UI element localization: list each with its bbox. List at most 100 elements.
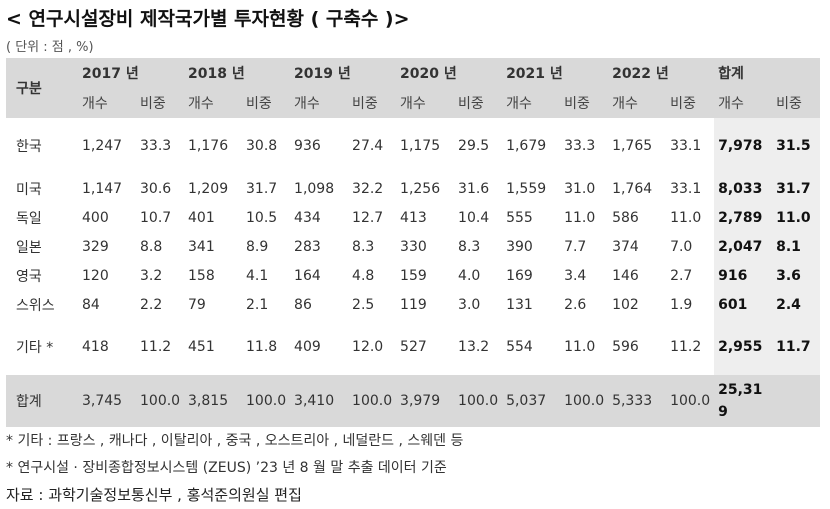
count-cell: 79: [188, 296, 206, 313]
ratio-cell: 8.3: [352, 238, 375, 255]
ratio-cell: 2.5: [352, 296, 375, 313]
ratio-cell: 7.7: [564, 238, 587, 255]
ratio-cell: 100.0: [348, 375, 397, 427]
ratio-cell: 33.3: [564, 138, 596, 154]
count-cell: 1,559: [506, 180, 547, 197]
ratio-cell: 100.0: [454, 375, 503, 427]
ratio-cell: 11.0: [670, 209, 702, 226]
count-cell: 3,815: [184, 375, 243, 427]
ratio-cell: 31.7: [246, 180, 278, 197]
row-label: 독일: [16, 210, 42, 227]
count-cell: 586: [612, 209, 639, 226]
sub-count-header: 개수: [78, 88, 136, 118]
count-cell: 1,256: [400, 180, 441, 197]
total-row: 합계 3,745 100.0 3,815 100.0 3,410 100.0 3,979 100…: [6, 375, 821, 427]
count-cell: 329: [82, 238, 109, 255]
ratio-cell: 7.0: [670, 238, 693, 255]
sub-count-header: 개수: [396, 88, 455, 118]
grand-total-ratio-cell: [772, 375, 821, 427]
ratio-cell: 2.1: [246, 296, 269, 313]
count-cell: 102: [612, 296, 639, 313]
row-label: 한국: [16, 139, 42, 155]
count-cell: 1,764: [612, 180, 653, 197]
page-title: < 연구시설장비 제작국가별 투자현황 ( 구축수 )>: [6, 8, 410, 30]
note-data-basis: * 연구시설 · 장비종합정보시스템 (ZEUS) ’23 년 8 월 말 추출…: [6, 460, 447, 476]
sub-ratio-header: 비중: [772, 88, 821, 118]
row-label: 영국: [16, 268, 42, 285]
count-cell: 169: [506, 267, 533, 284]
count-cell: 158: [188, 267, 215, 284]
ratio-cell: 11.0: [564, 209, 596, 226]
table-row: 미국 1,147 30.6 1,209 31.7 1,098 32.2 1,256 31.6 1,…: [6, 174, 821, 203]
count-cell: 119: [400, 296, 427, 313]
ratio-cell: 2.2: [140, 296, 163, 313]
count-cell: 164: [294, 267, 321, 284]
count-cell: 3,745: [78, 375, 136, 427]
total-ratio-cell: 3.6: [772, 261, 821, 290]
count-cell: 86: [294, 296, 312, 313]
sub-count-header: 개수: [290, 88, 349, 118]
count-cell: 3,979: [396, 375, 455, 427]
count-cell: 120: [82, 267, 109, 284]
grand-total-cell: 25,319: [714, 375, 773, 427]
ratio-cell: 11.0: [564, 339, 596, 355]
ratio-cell: 33.1: [670, 180, 702, 197]
count-cell: 555: [506, 209, 533, 226]
count-cell: 159: [400, 267, 427, 284]
table-row: 스위스 84 2.2 79 2.1 86 2.5 119 3.0 131 2.6 102 1.9 601 2…: [6, 290, 821, 319]
ratio-cell: 3.4: [564, 267, 587, 284]
ratio-cell: 33.1: [670, 138, 702, 154]
ratio-cell: 12.7: [352, 209, 384, 226]
ratio-cell: 8.3: [458, 238, 481, 255]
year-header: 2017 년: [78, 58, 185, 88]
year-header: 2021 년: [502, 58, 609, 88]
total-count-cell: 8,033: [714, 174, 773, 203]
count-cell: 374: [612, 238, 639, 255]
count-cell: 131: [506, 296, 533, 313]
investment-table: 구분 2017 년 2018 년 2019 년 2020 년 2021 년 20…: [6, 58, 821, 427]
ratio-cell: 8.8: [140, 238, 163, 255]
total-ratio-cell: 8.1: [772, 232, 821, 261]
count-cell: 1,679: [506, 138, 547, 154]
count-cell: 1,175: [400, 138, 441, 154]
count-cell: 84: [82, 296, 100, 313]
ratio-cell: 4.1: [246, 267, 269, 284]
ratio-cell: 33.3: [140, 138, 172, 154]
count-cell: 330: [400, 238, 427, 255]
count-cell: 413: [400, 209, 427, 226]
count-cell: 341: [188, 238, 215, 255]
row-label: 스위스: [16, 297, 55, 314]
count-cell: 3,410: [290, 375, 349, 427]
total-ratio-cell: 31.7: [772, 174, 821, 203]
total-ratio-cell: 11.0: [772, 203, 821, 232]
total-count-cell: 7,978: [714, 118, 773, 174]
total-count-cell: 2,047: [714, 232, 773, 261]
count-cell: 451: [188, 339, 215, 355]
row-label: 미국: [16, 181, 42, 198]
gubun-header: 구분: [6, 58, 78, 118]
sub-count-header: 개수: [714, 88, 773, 118]
count-cell: 409: [294, 339, 321, 355]
ratio-cell: 13.2: [458, 339, 490, 355]
sub-ratio-header: 비중: [242, 88, 291, 118]
count-cell: 283: [294, 238, 321, 255]
ratio-cell: 31.0: [564, 180, 596, 197]
unit-label: ( 단위 : 점 , %): [6, 40, 94, 55]
table-row: 일본 329 8.8 341 8.9 283 8.3 330 8.3 390 7.7 374 7.0 2,…: [6, 232, 821, 261]
sub-ratio-header: 비중: [454, 88, 503, 118]
notes: * 기타 : 프랑스 , 캐나다 , 이탈리아 , 중국 , 오스트리아 , 네…: [6, 428, 463, 509]
table-row: 영국 120 3.2 158 4.1 164 4.8 159 4.0 169 3.4 146 2.7 91…: [6, 261, 821, 290]
table-row: 독일 400 10.7 401 10.5 434 12.7 413 10.4 555 11.0 586…: [6, 203, 821, 232]
total-row-label: 합계: [6, 375, 78, 427]
ratio-cell: 30.6: [140, 180, 172, 197]
total-count-cell: 2,789: [714, 203, 773, 232]
table-row: 기타 * 418 11.2 451 11.8 409 12.0 527 13.2 554 11.0 5…: [6, 319, 821, 375]
ratio-cell: 32.2: [352, 180, 384, 197]
header-row-years: 구분 2017 년 2018 년 2019 년 2020 년 2021 년 20…: [6, 58, 821, 118]
ratio-cell: 11.2: [140, 339, 172, 355]
count-cell: 936: [294, 138, 321, 154]
note-others: * 기타 : 프랑스 , 캐나다 , 이탈리아 , 중국 , 오스트리아 , 네…: [6, 433, 464, 449]
ratio-cell: 11.8: [246, 339, 278, 355]
ratio-cell: 2.7: [670, 267, 693, 284]
ratio-cell: 10.7: [140, 209, 172, 226]
